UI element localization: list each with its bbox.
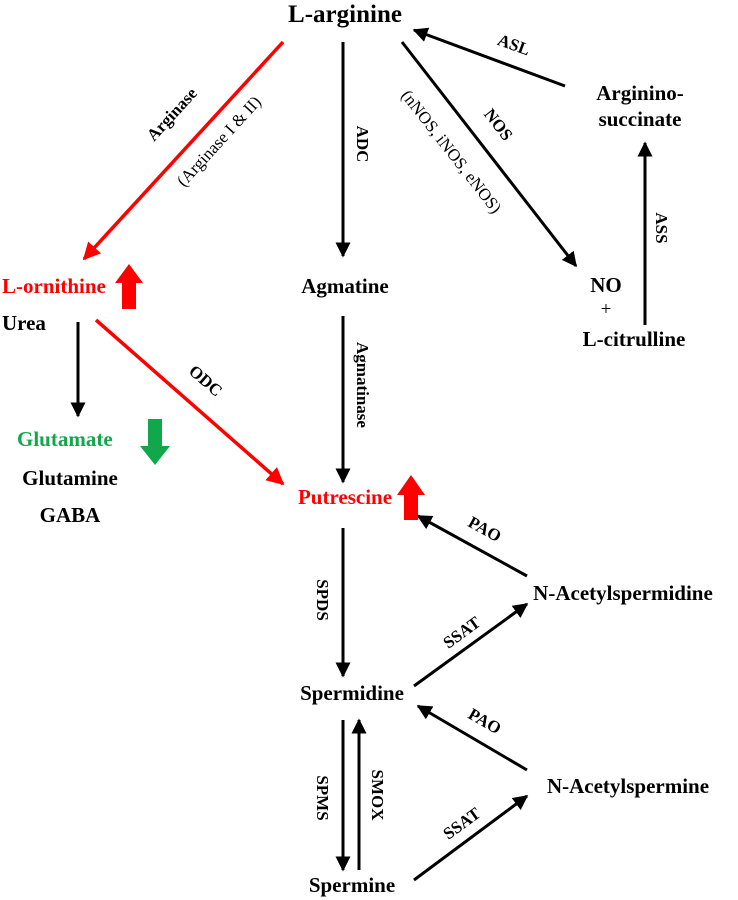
- urea-label: Urea: [2, 311, 46, 335]
- arrow-argininosuccinate-to-arginine: [412, 27, 566, 88]
- putrescine-label: Putrescine: [298, 485, 392, 509]
- enzyme-agmatinase-label: Agmatinase: [353, 342, 372, 428]
- enzyme-ssat-label-upper: SSAT: [439, 612, 484, 652]
- enzyme-smox-label: SMOX: [368, 770, 387, 822]
- argininosuccinate-label-line1: Arginino-: [596, 81, 684, 105]
- l-arginine-label: L-arginine: [288, 1, 402, 28]
- gaba-label: GABA: [40, 503, 102, 527]
- glutamate-label: Glutamate: [17, 427, 113, 451]
- n-acetylspermine-label: N-Acetylspermine: [547, 774, 709, 798]
- enzyme-pao-label-upper: PAO: [465, 512, 504, 545]
- spermine-label: Spermine: [309, 873, 395, 897]
- down-arrow-icon: [140, 419, 170, 465]
- arrow-arginine-to-no-citrulline: [400, 41, 578, 268]
- agmatine-label: Agmatine: [301, 274, 389, 298]
- enzyme-asl-label: ASL: [495, 30, 533, 59]
- glutamine-label: Glutamine: [22, 466, 118, 490]
- l-ornithine-label: L-ornithine: [2, 274, 106, 298]
- arrow-ornithine-to-putrescine: [94, 318, 285, 486]
- enzyme-arginase-label: Arginase: [143, 84, 201, 145]
- arrow-n-acetylspermidine-to-putrescine: [416, 514, 528, 578]
- enzyme-adc-label: ADC: [353, 126, 372, 163]
- enzyme-pao-label-lower: PAO: [465, 704, 504, 738]
- arrow-spermine-to-n-acetylspermine: [413, 794, 529, 882]
- arrow-arginine-to-ornithine: [82, 40, 285, 261]
- argininosuccinate-label-line2: succinate: [599, 107, 682, 131]
- enzyme-nos-label: NOS: [480, 105, 517, 144]
- enzyme-spms-label: SPMS: [313, 775, 332, 820]
- enzyme-ssat-label-lower: SSAT: [439, 803, 484, 843]
- enzyme-ass-label: ASS: [652, 212, 671, 243]
- l-citrulline-label: L-citrulline: [583, 327, 686, 351]
- arrow-n-acetylspermine-to-spermidine: [416, 704, 528, 772]
- arrow-spermidine-to-n-acetylspermidine: [413, 602, 529, 688]
- enzyme-spds-label: SPDS: [313, 579, 332, 621]
- no-label: NO: [590, 273, 622, 297]
- up-arrow-icon: [115, 264, 143, 309]
- enzyme-odc-label: ODC: [185, 361, 226, 400]
- spermidine-label: Spermidine: [300, 681, 404, 705]
- up-arrow-icon: [397, 475, 425, 520]
- n-acetylspermidine-label: N-Acetylspermidine: [533, 581, 713, 605]
- plus-sign: +: [601, 299, 612, 320]
